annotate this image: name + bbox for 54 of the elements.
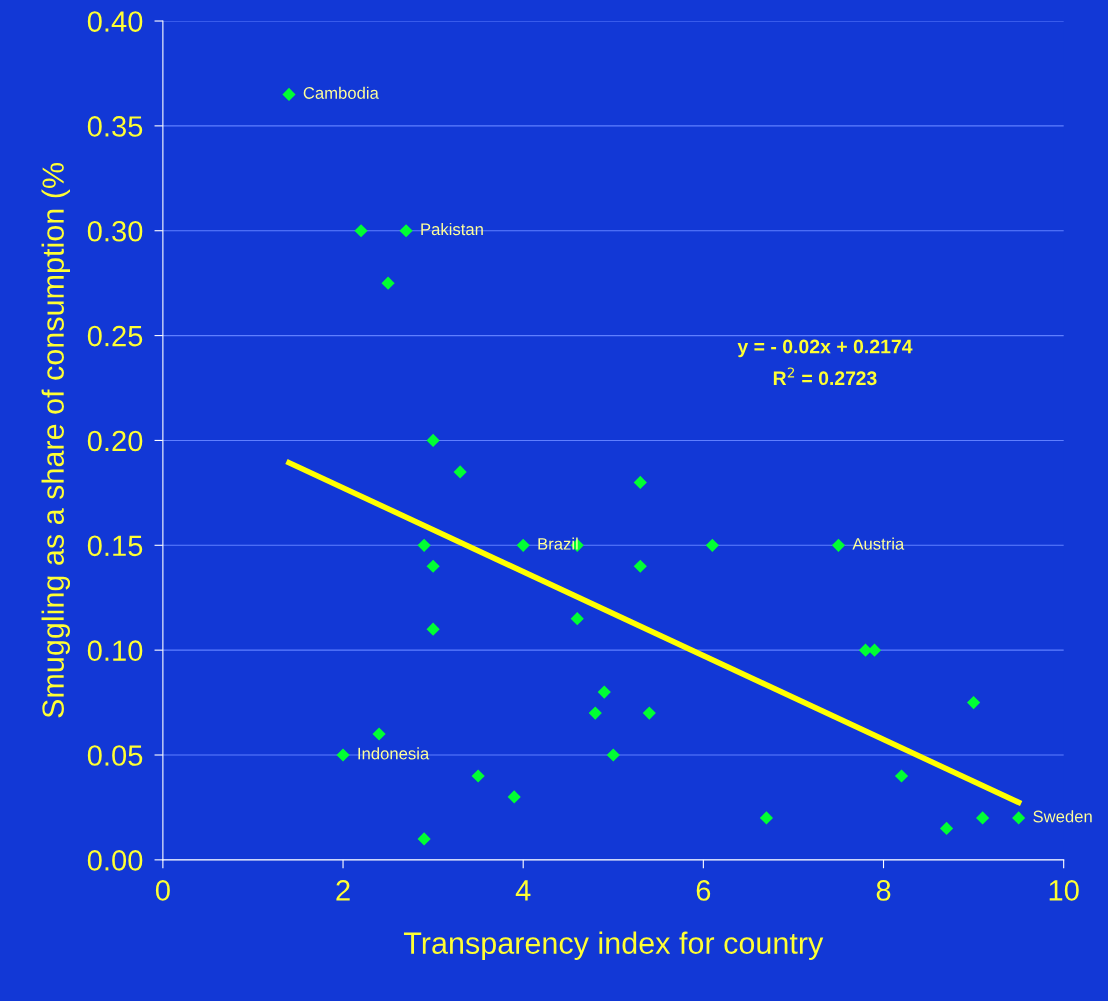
point [570,612,584,626]
point [606,748,620,762]
point [426,559,440,573]
point [642,706,656,720]
point [597,685,611,699]
annotation: Pakistan [421,222,483,236]
x-tick-label: 2 [336,880,350,901]
point [399,224,413,238]
point [426,622,440,636]
y-tick-label: 0.15 [87,535,143,557]
annotation: Sweden [1033,810,1092,823]
point [633,559,647,573]
point [336,748,350,762]
point [381,276,395,290]
y-tick-label: 0.25 [87,325,143,347]
point [705,538,719,552]
annotation: Cambodia [303,86,379,99]
point [417,832,431,846]
x-tick-label: 8 [876,880,891,901]
annotation: y = - 0.02x + 0.2174 [737,339,913,358]
point [471,769,485,783]
point [426,433,440,448]
x-tick-label: 6 [696,880,711,901]
y-tick-label: 0.40 [87,11,143,32]
point [894,769,909,783]
point [759,811,773,825]
y-axis-title: Smuggling as a share of consumption (% [41,162,70,718]
y-tick-label: 0.20 [87,430,143,452]
y-tick-label: 0.35 [87,116,143,137]
x-tick-label: 10 [1049,880,1079,901]
point [831,538,846,552]
point [417,538,431,552]
annotation: Indonesia [358,747,430,760]
point [507,790,521,804]
point [453,465,467,479]
point [633,475,647,489]
x-tick-label: 0 [155,880,170,901]
annotation: Austria [852,537,905,550]
point [282,87,296,102]
x-tick-label: 4 [515,880,531,901]
point [354,224,368,238]
y-tick-label: 0.00 [87,850,143,871]
point [1012,811,1026,825]
point [588,706,602,720]
x-axis-title: Transparency index for country [403,931,824,960]
point [967,695,981,710]
annotation: R$^{2}$ = 0.2723 [773,367,877,386]
y-tick-label: 0.05 [87,745,143,766]
point [976,811,990,825]
y-tick-label: 0.10 [87,640,143,662]
point [516,538,530,552]
point [939,821,954,835]
point [372,727,386,741]
y-tick-label: 0.30 [87,220,143,242]
